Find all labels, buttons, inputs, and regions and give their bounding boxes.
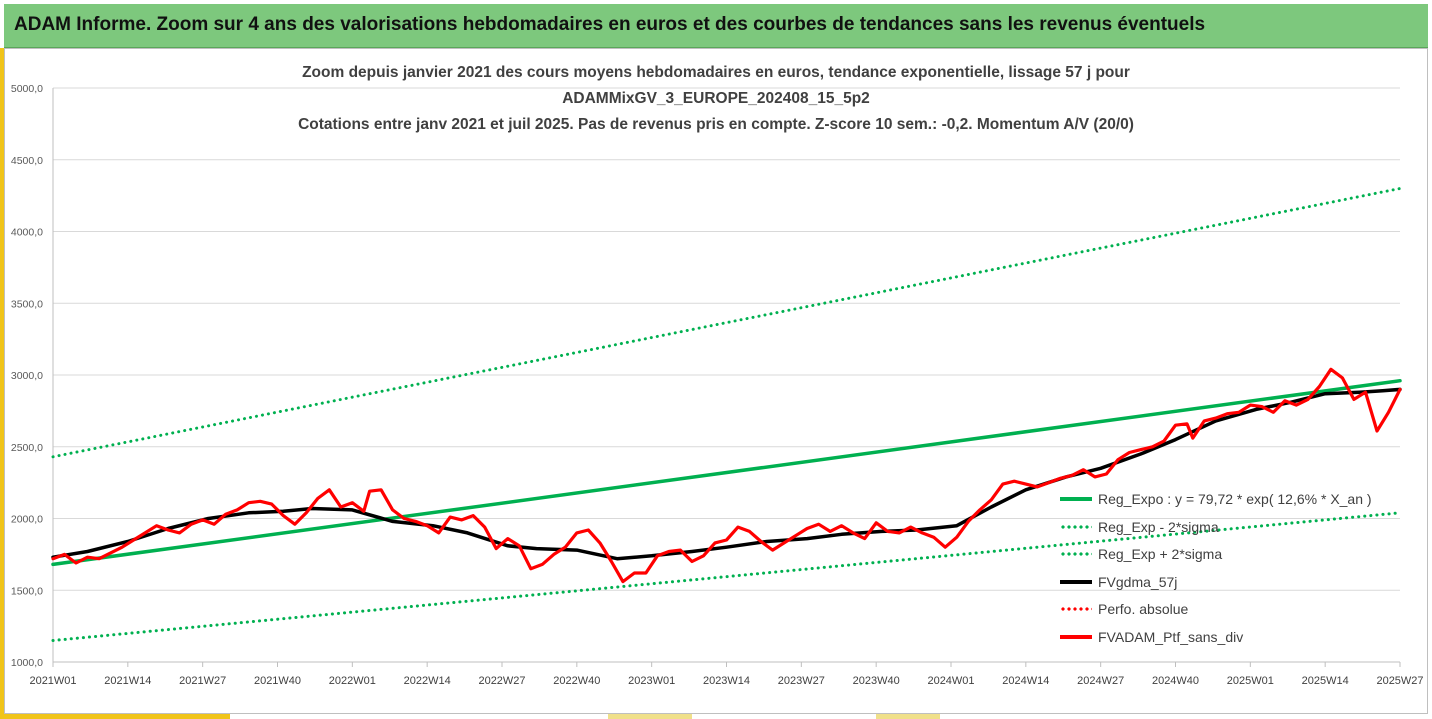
x-tick-label: 2021W40 bbox=[254, 675, 301, 687]
x-tick-label: 2025W01 bbox=[1227, 675, 1274, 687]
x-tick-label: 2023W40 bbox=[853, 675, 900, 687]
legend-swatch bbox=[1060, 523, 1092, 530]
series-line-3 bbox=[51, 387, 1402, 561]
x-tick-label: 2024W01 bbox=[927, 675, 974, 687]
legend-label: Perfo. absolue bbox=[1098, 601, 1189, 617]
chart-title-line-3: Cotations entre janv 2021 et juil 2025. … bbox=[298, 116, 1134, 133]
x-tick-label: 2025W27 bbox=[1376, 675, 1423, 687]
legend-item: Reg_Expo : y = 79,72 * exp( 12,6% * X_an… bbox=[1060, 490, 1372, 518]
x-tick-label: 2023W01 bbox=[628, 675, 675, 687]
x-tick-label: 2021W14 bbox=[104, 675, 151, 687]
y-tick-label: 4500,0 bbox=[11, 155, 43, 167]
x-axis-ticks: 2021W01 2021W14 2021W27 2021W40 2022W01 2022W… bbox=[29, 662, 1424, 687]
y-tick-label: 2500,0 bbox=[11, 442, 43, 454]
banner-title: ADAM Informe. Zoom sur 4 ans des valoris… bbox=[14, 14, 1206, 35]
y-tick-label: 1500,0 bbox=[11, 585, 43, 597]
x-tick-label: 2025W14 bbox=[1302, 675, 1349, 687]
bottom-accent-bar bbox=[876, 714, 940, 719]
series-line-2 bbox=[51, 187, 1402, 459]
legend-label: Reg_Exp + 2*sigma bbox=[1098, 546, 1223, 562]
legend-swatch bbox=[1060, 606, 1092, 612]
legend-swatch bbox=[1060, 497, 1092, 501]
x-tick-label: 2021W27 bbox=[179, 675, 226, 687]
legend-item: FVgdma_57j bbox=[1060, 573, 1360, 601]
x-tick-label: 2024W40 bbox=[1152, 675, 1199, 687]
title-banner: ADAM Informe. Zoom sur 4 ans des valoris… bbox=[4, 4, 1428, 48]
x-tick-label: 2022W14 bbox=[404, 675, 451, 687]
y-tick-label: 2000,0 bbox=[11, 514, 43, 526]
legend-item: Reg_Exp - 2*sigma bbox=[1060, 518, 1360, 546]
bottom-accent-bar bbox=[0, 714, 230, 719]
x-tick-label: 2022W40 bbox=[553, 675, 600, 687]
chart-frame bbox=[4, 48, 1428, 714]
y-tick-label: 1000,0 bbox=[11, 657, 43, 669]
series-line-1 bbox=[51, 511, 1402, 642]
legend-label: FVADAM_Ptf_sans_div bbox=[1098, 628, 1244, 645]
legend-label: Reg_Expo : y = 79,72 * exp( 12,6% * X_an… bbox=[1098, 491, 1372, 507]
legend-label: FVgdma_57j bbox=[1098, 573, 1178, 590]
series-group bbox=[51, 187, 1402, 642]
legend-swatch bbox=[1060, 634, 1092, 639]
y-tick-label: 3500,0 bbox=[11, 298, 43, 310]
series-line-5 bbox=[51, 367, 1402, 584]
x-tick-label: 2022W01 bbox=[329, 675, 376, 687]
x-tick-label: 2021W01 bbox=[29, 675, 76, 687]
x-tick-label: 2024W14 bbox=[1002, 675, 1049, 687]
legend-item: FVADAM_Ptf_sans_div bbox=[1060, 628, 1360, 656]
x-tick-label: 2023W27 bbox=[778, 675, 825, 687]
left-accent-bar bbox=[0, 48, 4, 719]
y-tick-label: 4000,0 bbox=[11, 227, 43, 239]
legend-item: Reg_Exp + 2*sigma bbox=[1060, 545, 1360, 573]
chart-legend: Reg_Expo : y = 79,72 * exp( 12,6% * X_an… bbox=[1060, 490, 1372, 656]
legend-swatch bbox=[1060, 579, 1092, 584]
x-tick-label: 2023W14 bbox=[703, 675, 750, 687]
x-tick-label: 2022W27 bbox=[478, 675, 525, 687]
x-tick-label: 2024W27 bbox=[1077, 675, 1124, 687]
legend-item: Perfo. absolue bbox=[1060, 600, 1360, 628]
bottom-accent-bar bbox=[608, 714, 692, 719]
chart-title-line-1: Zoom depuis janvier 2021 des cours moyen… bbox=[302, 64, 1130, 81]
y-tick-label: 5000,0 bbox=[11, 83, 43, 95]
y-tick-label: 3000,0 bbox=[11, 370, 43, 382]
y-axis-ticks: 1000,0 1500,0 2000,0 2500,0 3000,0 3500,0 4000… bbox=[11, 83, 43, 669]
series-line-0 bbox=[51, 378, 1402, 567]
legend-label: Reg_Exp - 2*sigma bbox=[1098, 518, 1219, 535]
chart-title-line-2: ADAMMixGV_3_EUROPE_202408_15_5p2 bbox=[562, 90, 870, 107]
legend-swatch bbox=[1060, 551, 1092, 557]
